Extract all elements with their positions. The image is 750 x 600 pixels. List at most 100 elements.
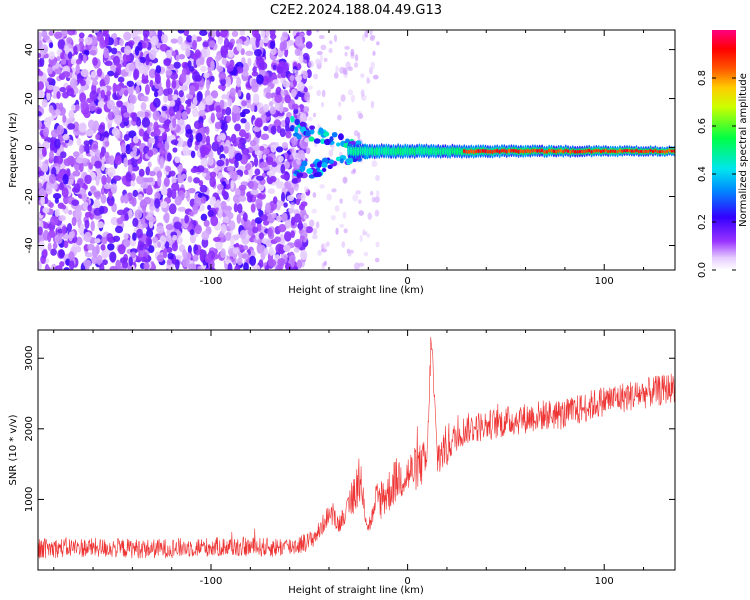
heatmap-cell <box>139 56 147 64</box>
heatmap-cell <box>143 66 149 76</box>
heatmap-cell <box>220 30 228 38</box>
heatmap-cell <box>299 121 306 127</box>
heatmap-cell <box>40 44 49 55</box>
heatmap-cell <box>167 87 173 95</box>
heatmap-cell <box>197 266 202 270</box>
heatmap-cell <box>101 156 106 163</box>
heatmap-cell <box>280 89 285 97</box>
heatmap-cell <box>68 109 75 120</box>
heatmap-cell <box>81 192 88 202</box>
heatmap-cell <box>297 114 301 121</box>
heatmap-cell <box>87 119 95 130</box>
heatmap-cell <box>362 228 366 236</box>
heatmap-cell <box>303 87 308 93</box>
heatmap-cell <box>281 212 288 223</box>
heatmap-cell <box>293 137 298 146</box>
heatmap-cell <box>282 81 291 88</box>
spectrogram-x-label: Height of straight line (km) <box>288 285 424 296</box>
heatmap-cell <box>255 198 263 210</box>
heatmap-cell <box>116 67 122 76</box>
heatmap-cell <box>300 249 308 261</box>
heatmap-cell <box>299 165 306 172</box>
heatmap-cell <box>293 246 300 253</box>
heatmap-cell <box>360 89 365 97</box>
heatmap-cell <box>347 145 350 156</box>
heatmap-cell <box>128 63 136 72</box>
colorbar-label: Normalized spectral amplitude <box>738 73 749 227</box>
heatmap-cell <box>264 264 270 270</box>
heatmap-cell <box>300 192 306 202</box>
heatmap-cell <box>249 36 257 46</box>
heatmap-cell <box>146 229 154 239</box>
heatmap-cell <box>243 262 249 270</box>
heatmap-cell <box>614 149 617 154</box>
heatmap-cell <box>278 155 284 163</box>
heatmap-cell <box>192 254 199 262</box>
heatmap-cell <box>38 81 45 91</box>
heatmap-cell <box>62 114 67 123</box>
heatmap-cell <box>635 148 638 153</box>
heatmap-cell <box>66 88 75 97</box>
heatmap-cell <box>213 236 221 243</box>
heatmap-cell <box>156 225 165 234</box>
heatmap-cell <box>136 118 142 127</box>
heatmap-cell <box>112 55 120 66</box>
heatmap-cell <box>166 187 173 198</box>
heatmap-cell <box>335 156 341 162</box>
heatmap-cell <box>353 262 360 270</box>
heatmap-cell <box>102 30 109 36</box>
heatmap-cell <box>170 38 179 44</box>
heatmap-cell <box>102 259 108 266</box>
heatmap-cell <box>142 30 150 38</box>
heatmap-cell <box>79 223 85 234</box>
heatmap-cell <box>99 79 106 88</box>
heatmap-cell <box>241 147 250 155</box>
heatmap-cell <box>352 168 357 173</box>
heatmap-cell <box>328 40 333 45</box>
heatmap-cell <box>196 91 203 102</box>
heatmap-cell <box>406 146 409 156</box>
heatmap-cell <box>557 149 560 153</box>
heatmap-cell <box>243 245 249 251</box>
heatmap-cell <box>52 242 58 250</box>
heatmap-cell <box>274 236 282 243</box>
heatmap-cell <box>281 141 289 149</box>
heatmap-cell <box>171 242 178 252</box>
heatmap-cell <box>133 145 138 154</box>
heatmap-cell <box>266 85 272 94</box>
heatmap-cell <box>216 65 224 73</box>
heatmap-cell <box>192 39 197 51</box>
heatmap-cell <box>76 137 82 147</box>
heatmap-cell <box>185 129 193 135</box>
heatmap-cell <box>280 77 285 84</box>
heatmap-cell <box>177 163 183 173</box>
heatmap-cell <box>256 175 265 181</box>
heatmap-cell <box>47 242 52 252</box>
heatmap-cell <box>276 66 284 74</box>
heatmap-cell <box>110 183 118 194</box>
heatmap-cell <box>297 49 303 56</box>
heatmap-cell <box>370 34 376 40</box>
heatmap-cell <box>301 59 308 64</box>
heatmap-cell <box>41 163 49 173</box>
heatmap-cell <box>305 147 311 155</box>
heatmap-cell <box>67 30 76 36</box>
heatmap-cell <box>571 149 574 154</box>
heatmap-cell <box>371 146 374 156</box>
heatmap-cell <box>320 44 327 51</box>
heatmap-cell <box>269 40 276 50</box>
heatmap-cell <box>236 213 242 224</box>
heatmap-cell <box>192 97 198 106</box>
heatmap-cell <box>338 101 342 107</box>
heatmap-cell <box>46 91 51 101</box>
heatmap-cell <box>101 175 107 186</box>
heatmap-cells <box>38 30 675 270</box>
heatmap-cell <box>228 220 236 231</box>
heatmap-cell <box>252 226 259 234</box>
heatmap-cell <box>240 48 245 56</box>
heatmap-cell <box>163 177 170 187</box>
heatmap-cell <box>216 159 225 167</box>
heatmap-cell <box>321 167 327 172</box>
heatmap-cell <box>106 99 115 110</box>
heatmap-cell <box>100 164 105 172</box>
